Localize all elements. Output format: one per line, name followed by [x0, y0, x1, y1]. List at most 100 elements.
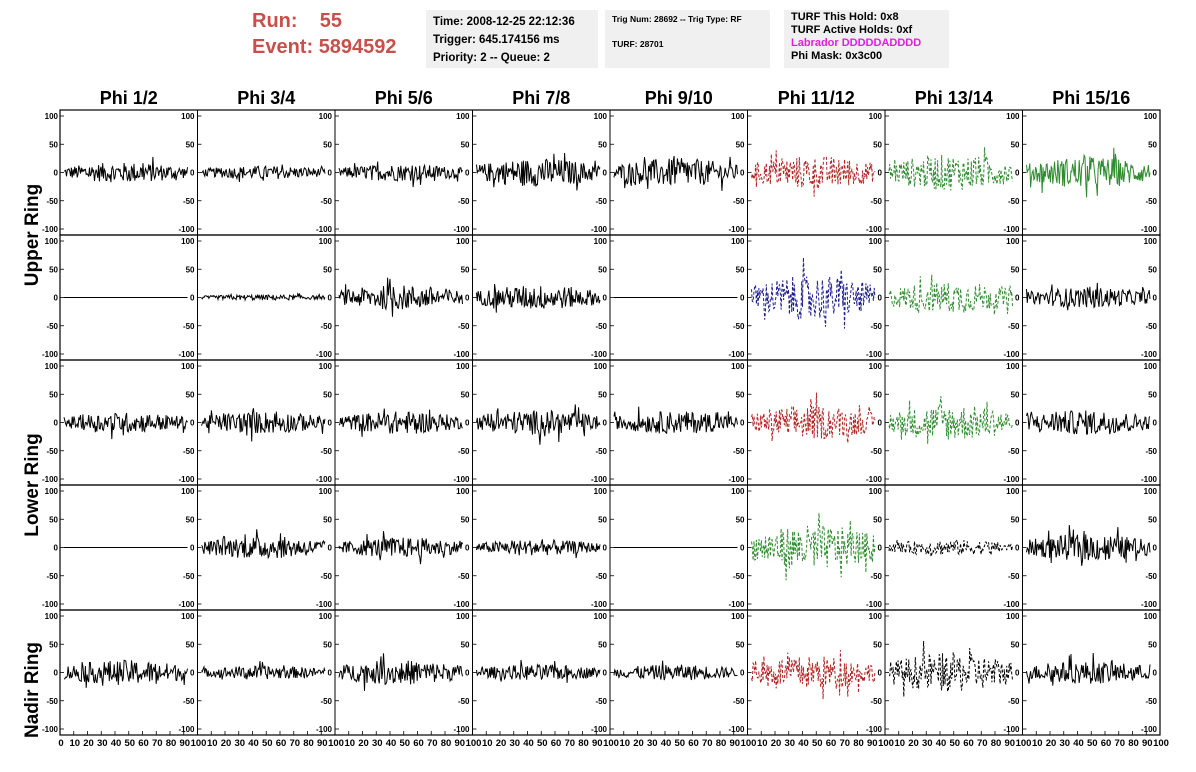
y-tick-label: -100 — [591, 225, 608, 234]
x-tick-label: 80 — [441, 738, 452, 749]
y-tick-label: 100 — [456, 487, 470, 496]
y-tick-label: -100 — [1141, 350, 1158, 359]
y-tick-label: -100 — [866, 475, 883, 484]
y-tick-label: -50 — [733, 447, 745, 456]
y-tick-label: 50 — [873, 140, 882, 149]
x-tick-label: 20 — [496, 738, 507, 749]
y-tick-label: -100 — [453, 225, 470, 234]
y-tick-label: -100 — [453, 600, 470, 609]
x-tick-label: 40 — [661, 738, 672, 749]
y-tick-label: -50 — [870, 447, 882, 456]
y-tick-label: 100 — [869, 487, 883, 496]
y-tick-label-left: -50 — [46, 322, 58, 331]
y-tick-label: -100 — [316, 600, 333, 609]
waveform-trace — [613, 406, 738, 435]
y-tick-label-left: -100 — [42, 225, 59, 234]
y-tick-label: 50 — [598, 390, 607, 399]
y-tick-label: 0 — [1015, 419, 1020, 428]
y-tick-label: -50 — [458, 572, 470, 581]
y-tick-label: 0 — [1153, 169, 1158, 178]
y-tick-label: -100 — [316, 350, 333, 359]
y-tick-label: 0 — [190, 669, 195, 678]
event-label: Event: — [252, 36, 314, 58]
y-tick-label: 0 — [465, 294, 470, 303]
y-tick-label: 50 — [736, 140, 745, 149]
y-tick-label: -100 — [316, 475, 333, 484]
column-header: Phi 13/14 — [915, 88, 993, 108]
x-tick-label: 60 — [1101, 738, 1112, 749]
y-tick-label: -50 — [183, 447, 195, 456]
y-tick-label: 50 — [873, 390, 882, 399]
x-tick-label: 30 — [97, 738, 108, 749]
y-tick-label-left: -50 — [46, 697, 58, 706]
y-tick-label: -50 — [183, 697, 195, 706]
x-tick-label: 40 — [1073, 738, 1084, 749]
y-tick-label: -100 — [316, 725, 333, 734]
y-tick-label-left: 50 — [49, 640, 58, 649]
y-tick-label: 50 — [598, 265, 607, 274]
y-tick-label: 0 — [1015, 669, 1020, 678]
waveform-trace — [751, 649, 876, 700]
y-tick-label: 100 — [1144, 612, 1158, 621]
x-tick-label: 100 — [1153, 738, 1169, 749]
x-tick-label: 50 — [399, 738, 410, 749]
y-tick-label: -50 — [870, 572, 882, 581]
y-tick-label-left: -100 — [42, 725, 59, 734]
x-tick-label: 10 — [757, 738, 768, 749]
turf-text: TURF: 28701 — [612, 39, 664, 49]
x-tick-label: 30 — [922, 738, 933, 749]
x-tick-label: 90 — [179, 738, 190, 749]
y-tick-label: 0 — [190, 544, 195, 553]
x-tick-label: 20 — [908, 738, 919, 749]
x-tick-label: 50 — [262, 738, 273, 749]
x-tick-label: 70 — [702, 738, 713, 749]
column-header: Phi 7/8 — [512, 88, 570, 108]
column-header: Phi 1/2 — [100, 88, 158, 108]
y-tick-label: 100 — [1144, 237, 1158, 246]
y-tick-label: -50 — [320, 572, 332, 581]
y-tick-label: 100 — [181, 612, 195, 621]
y-tick-label: 100 — [1006, 237, 1020, 246]
y-tick-label: 100 — [731, 237, 745, 246]
y-tick-label: 0 — [740, 669, 745, 678]
y-tick-label: 100 — [1144, 112, 1158, 121]
y-tick-label: 100 — [869, 612, 883, 621]
y-tick-label: -50 — [733, 322, 745, 331]
x-tick-label: 60 — [688, 738, 699, 749]
y-tick-label: -100 — [728, 600, 745, 609]
y-tick-label: -50 — [595, 697, 607, 706]
y-tick-label: 50 — [873, 515, 882, 524]
y-tick-label: 100 — [181, 487, 195, 496]
x-tick-label: 50 — [949, 738, 960, 749]
y-tick-label: 100 — [594, 112, 608, 121]
waveform-trace — [201, 660, 326, 680]
column-header: Phi 3/4 — [237, 88, 295, 108]
waveform-trace — [613, 660, 738, 681]
y-tick-label: -50 — [458, 322, 470, 331]
x-tick-label: 90 — [867, 738, 878, 749]
y-tick-label: -100 — [866, 225, 883, 234]
y-tick-label: 0 — [465, 669, 470, 678]
y-tick-label: -100 — [178, 725, 195, 734]
trigger-text: Trigger: 645.174156 ms — [433, 34, 560, 46]
x-tick-label: 90 — [454, 738, 465, 749]
y-tick-label: 0 — [603, 419, 608, 428]
waveform-trace — [201, 529, 326, 560]
y-tick-label: -50 — [1008, 197, 1020, 206]
waveform-trace — [338, 531, 463, 565]
y-tick-label: -100 — [1003, 600, 1020, 609]
y-tick-label: -100 — [178, 475, 195, 484]
x-tick-label: 70 — [839, 738, 850, 749]
run-value: 55 — [319, 10, 343, 32]
y-tick-label: -50 — [458, 197, 470, 206]
x-tick-label: 80 — [853, 738, 864, 749]
y-tick-label: -100 — [1141, 475, 1158, 484]
y-tick-label: 0 — [603, 294, 608, 303]
y-tick-label: -50 — [1145, 197, 1157, 206]
y-tick-label: -100 — [866, 600, 883, 609]
y-tick-label: -100 — [591, 475, 608, 484]
labrador-text: Labrador DDDDDADDDD — [791, 37, 922, 49]
y-tick-label: 50 — [1148, 390, 1157, 399]
y-tick-label: 50 — [461, 515, 470, 524]
x-tick-label: 10 — [69, 738, 80, 749]
